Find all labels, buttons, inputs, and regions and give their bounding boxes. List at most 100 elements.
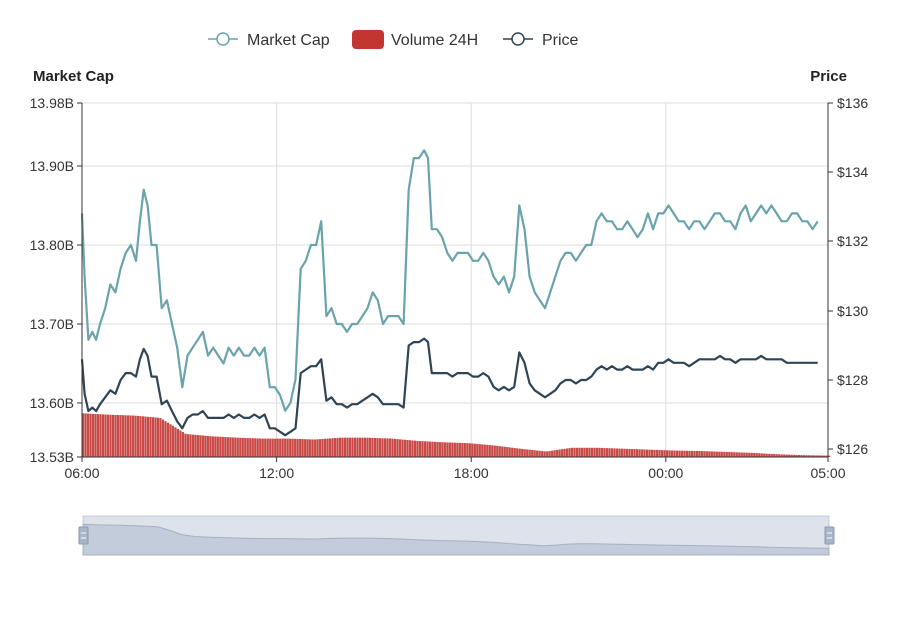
volume-bar [271, 438, 274, 457]
volume-bar [700, 451, 703, 457]
volume-bar [418, 441, 422, 457]
volume-bar [670, 450, 674, 457]
volume-bar [456, 442, 459, 457]
volume-bar [393, 438, 397, 457]
volume-bar [314, 439, 317, 457]
volume-bar [151, 417, 155, 457]
volume-bar [373, 438, 377, 457]
volume-bar [538, 450, 541, 457]
volume-bar [438, 442, 441, 457]
volume-bar [608, 448, 611, 457]
volume-bar [281, 438, 284, 457]
volume-bar [234, 437, 237, 457]
volume-bar [733, 452, 736, 457]
volume-bar [518, 448, 521, 457]
volume-bar [823, 455, 826, 457]
volume-bar [578, 447, 581, 457]
volume-bar [533, 450, 536, 457]
volume-bar [433, 441, 436, 457]
data-zoom-slider[interactable] [78, 515, 835, 556]
volume-bar [695, 450, 698, 457]
volume-bar [543, 451, 546, 457]
volume-bar [461, 442, 464, 457]
volume-bar [725, 451, 728, 457]
volume-bar [556, 449, 559, 457]
volume-bar [765, 453, 768, 457]
volume-bar [713, 451, 716, 457]
volume-bar [199, 435, 202, 457]
volume-bar [576, 447, 579, 457]
handle-grip-icon[interactable] [78, 526, 89, 545]
volume-bar [653, 449, 656, 457]
volume-bar [229, 437, 232, 457]
volume-bar [341, 437, 344, 457]
zoom-handle-left[interactable] [78, 526, 89, 545]
volume-bar [141, 416, 145, 457]
volume-bar [820, 455, 823, 457]
volume-bar [421, 441, 424, 457]
volume-bar [506, 447, 509, 457]
volume-bar [588, 447, 591, 457]
volume-bar [181, 432, 184, 457]
volume-bar [99, 414, 102, 457]
volume-bar [236, 437, 239, 457]
volume-bar [618, 448, 621, 457]
volume-bar [673, 450, 676, 457]
volume-bar [795, 454, 798, 457]
volume-bar [82, 413, 85, 457]
volume-bar [571, 447, 574, 457]
volume-bar [154, 417, 157, 457]
volume-bar [663, 450, 666, 457]
volume-bar [371, 437, 374, 457]
volume-bar [221, 436, 224, 457]
volume-bar [516, 448, 519, 457]
volume-bar [146, 416, 150, 457]
volume-bar [476, 443, 479, 457]
volume-bar [635, 449, 639, 457]
volume-bar [628, 448, 631, 457]
volume-bar [124, 415, 127, 457]
volume-bar [296, 438, 299, 457]
handle-grip-icon[interactable] [824, 526, 835, 545]
volume-bar [251, 438, 254, 457]
volume-bar [289, 438, 292, 457]
volume-bar [201, 435, 204, 457]
volume-bar [174, 427, 177, 457]
circle-icon [511, 32, 525, 46]
legend-label: Market Cap [247, 32, 330, 49]
zoom-handle-right[interactable] [824, 526, 835, 545]
volume-bar [396, 439, 399, 457]
legend-item-volume[interactable]: Volume 24H [352, 30, 478, 49]
volume-bar [763, 453, 766, 457]
volume-bar [610, 448, 614, 457]
volume-bar [443, 442, 446, 457]
right-tick-label: $126 [837, 441, 868, 457]
volume-bar [226, 437, 229, 457]
volume-bar [805, 455, 808, 457]
volume-bar [638, 449, 641, 457]
legend: Market Cap Volume 24H Price [208, 30, 579, 49]
volume-bar [331, 438, 334, 457]
zoom-selection[interactable] [83, 516, 829, 555]
legend-item-price[interactable]: Price [503, 32, 579, 49]
right-tick-label: $130 [837, 303, 868, 319]
right-tick-label: $136 [837, 95, 868, 111]
volume-bar [219, 436, 222, 457]
legend-item-market-cap[interactable]: Market Cap [208, 32, 330, 49]
volume-bar [526, 449, 529, 457]
volume-bar [728, 452, 731, 457]
volume-bar [269, 438, 272, 457]
volume-bar [436, 441, 439, 457]
volume-bar [119, 415, 122, 457]
volume-bar [703, 451, 706, 457]
volume-bar [159, 418, 162, 457]
volume-bar [126, 415, 130, 457]
volume-bar [156, 417, 160, 457]
volume-bar [423, 441, 427, 457]
volume-bar [750, 452, 753, 457]
volume-bar [216, 436, 219, 457]
volume-bar [473, 443, 476, 457]
volume-bar [279, 438, 282, 457]
volume-bar [558, 449, 561, 457]
volume-bar [481, 444, 484, 457]
